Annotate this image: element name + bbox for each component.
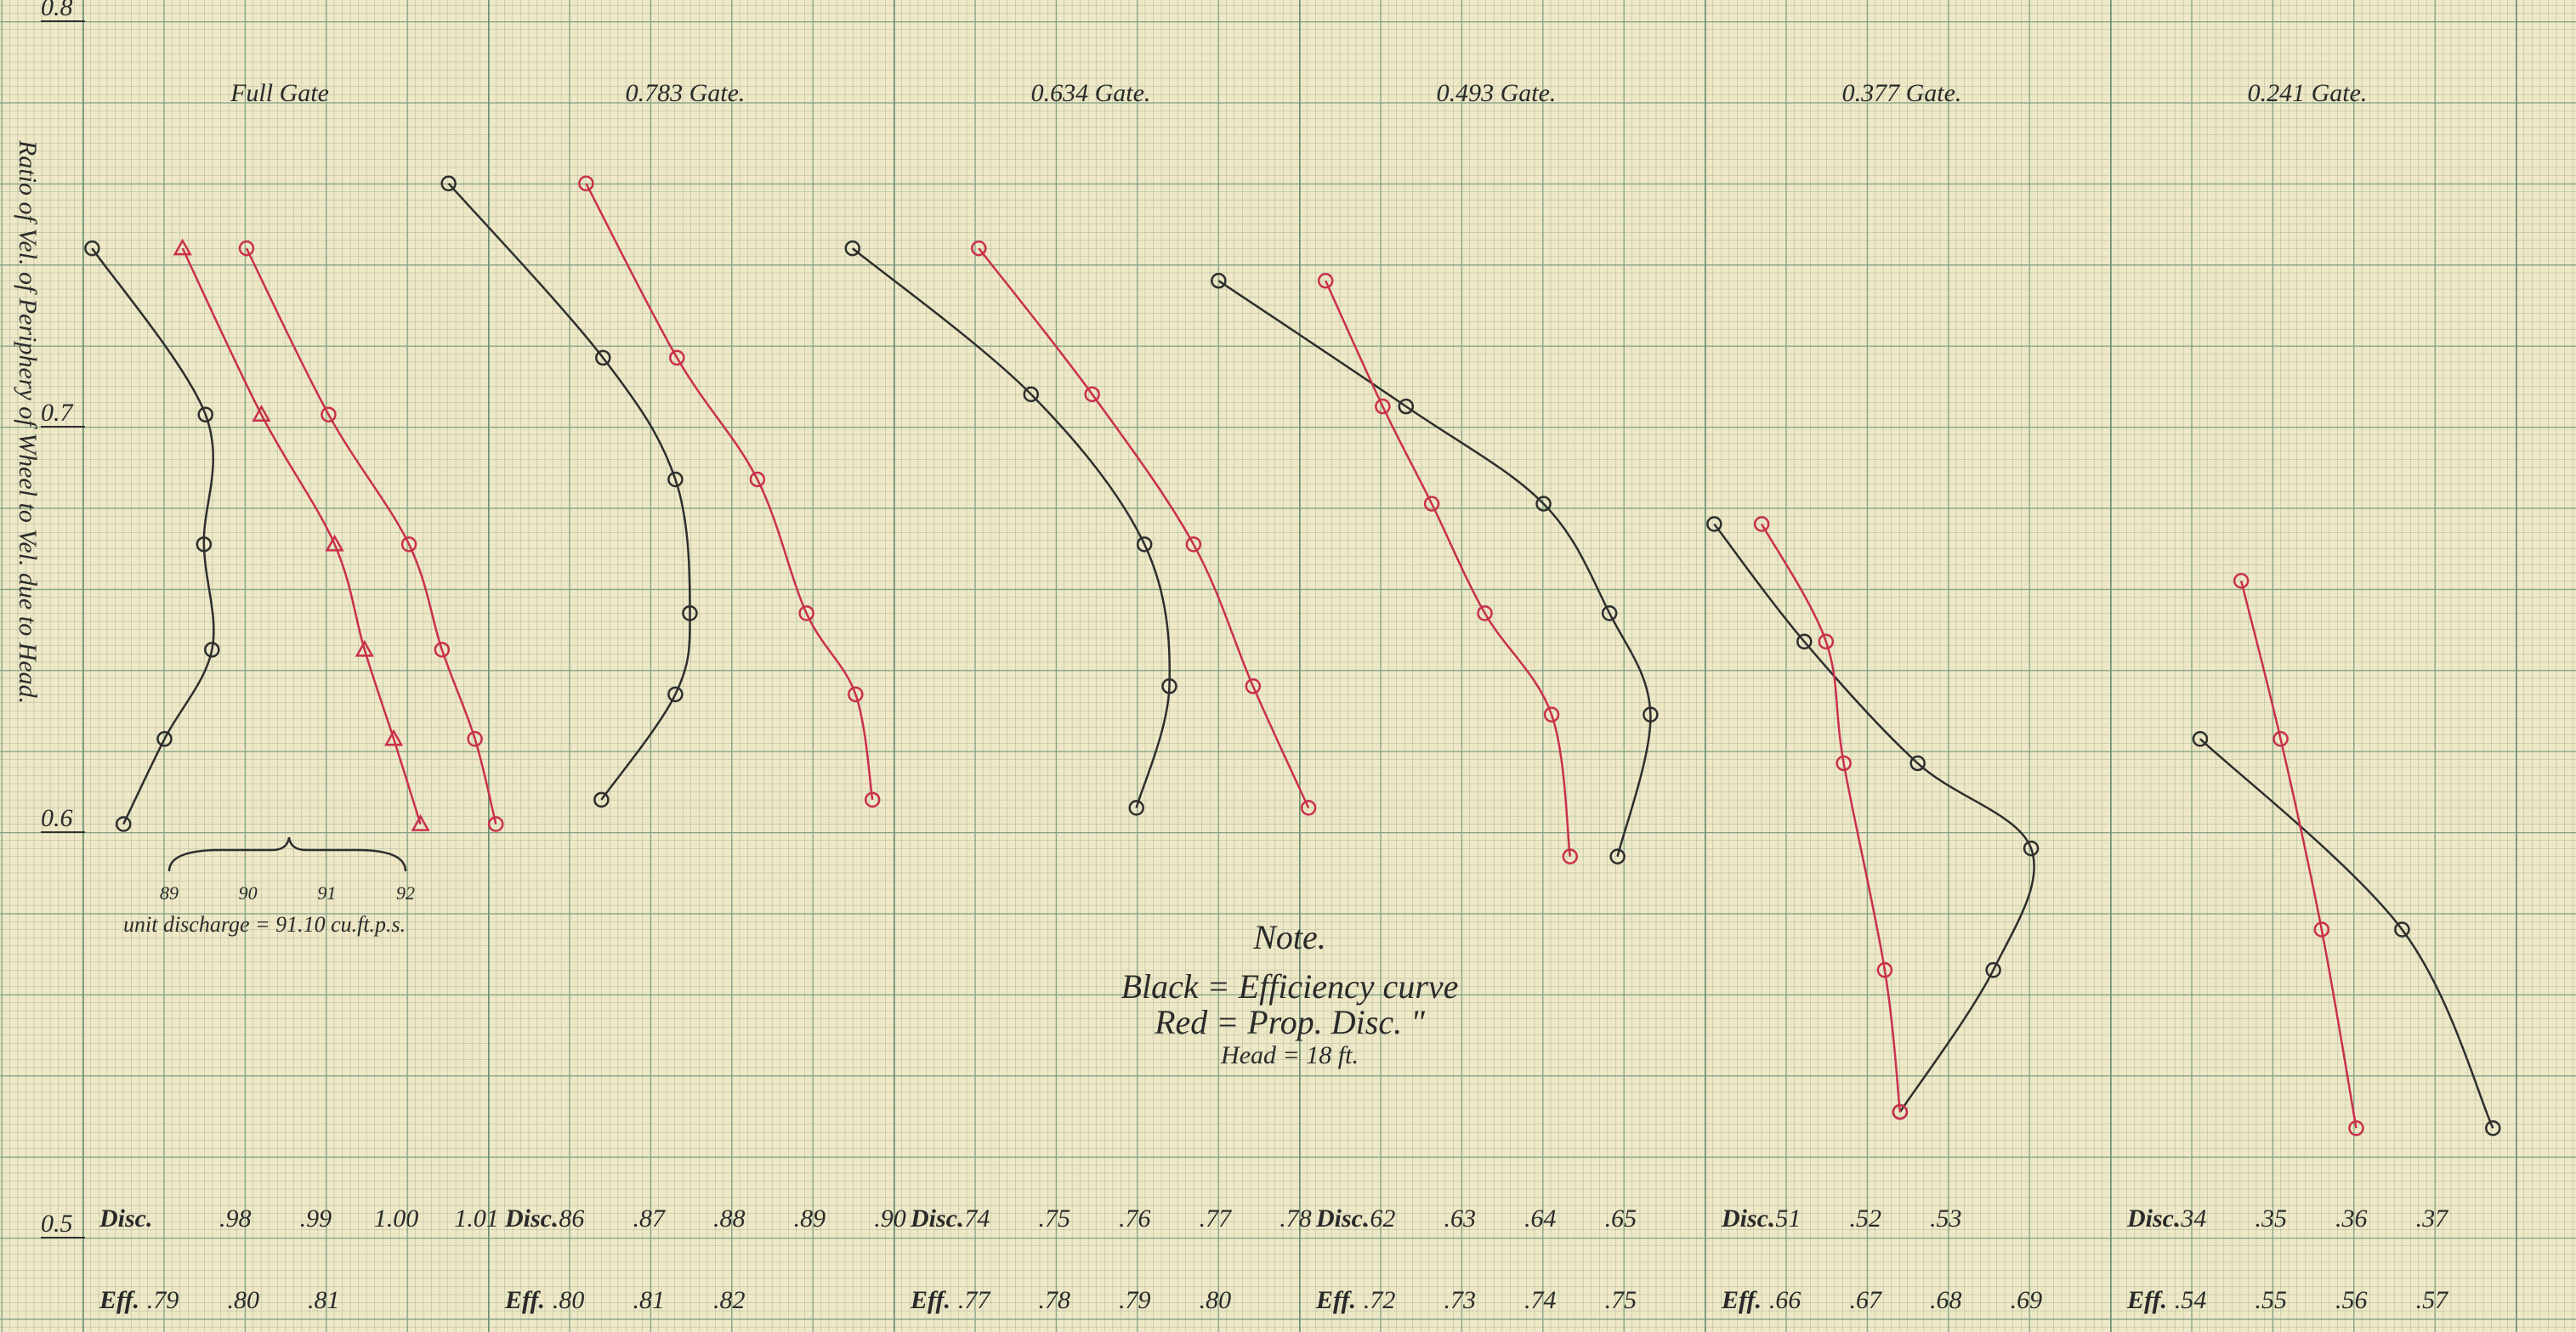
disc-tick-label: .98: [219, 1204, 252, 1233]
note-line: Black = Efficiency curve: [1121, 967, 1459, 1006]
note-line: Red = Prop. Disc. ": [1154, 1003, 1425, 1041]
disc-axis-label: Disc.: [1721, 1204, 1775, 1233]
eff-axis-label: Eff.: [504, 1286, 545, 1314]
eff-axis-label: Eff.: [910, 1286, 950, 1314]
disc-tick-label: .77: [1200, 1204, 1234, 1233]
eff-tick-label: .75: [1605, 1286, 1637, 1314]
panel-dividers: [0, 0, 2576, 1332]
eff-tick-label: .54: [2175, 1286, 2207, 1314]
disc-tick-label: .78: [1279, 1204, 1312, 1233]
disc-tick-label: .63: [1444, 1204, 1476, 1233]
disc-tick-label: .34: [2175, 1204, 2207, 1233]
eff-axis-label: Eff.: [1721, 1286, 1762, 1314]
eff-tick-label: .79: [1119, 1286, 1151, 1314]
disc-tick-label: .52: [1849, 1204, 1881, 1233]
eff-tick-label: .77: [958, 1286, 992, 1314]
eff-tick-label: .57: [2416, 1286, 2450, 1314]
eff-tick-label: .79: [147, 1286, 179, 1314]
disc-tick-label: .87: [633, 1204, 667, 1233]
eff-tick-label: .81: [633, 1286, 665, 1314]
eff-tick-label: .68: [1930, 1286, 1962, 1314]
note-title: Note.: [1252, 918, 1326, 956]
eff-tick-label: .72: [1364, 1286, 1396, 1314]
disc-tick-label: 1.00: [374, 1204, 419, 1233]
disc-tick-label: .88: [713, 1204, 746, 1233]
disc-tick-label: .90: [874, 1204, 906, 1233]
disc-axis-label: Disc.: [1315, 1204, 1370, 1233]
disc-tick-label: .89: [794, 1204, 826, 1233]
discharge-tick-label: 92: [396, 882, 415, 904]
chart: Ratio of Vel. of Periphery of Wheel to V…: [0, 0, 2576, 1332]
disc-tick-label: .64: [1524, 1204, 1557, 1233]
panel-title: 0.377 Gate.: [1842, 79, 1962, 107]
disc-tick-label: .74: [958, 1204, 990, 1233]
eff-tick-label: .67: [1849, 1286, 1883, 1314]
panel-title: 0.493 Gate.: [1437, 79, 1557, 107]
discharge-tick-label: 90: [239, 882, 258, 904]
disc-tick-label: .65: [1605, 1204, 1637, 1233]
discharge-tick-label: 89: [160, 882, 179, 904]
panel-title: 0.634 Gate.: [1031, 79, 1151, 107]
eff-tick-label: .81: [308, 1286, 340, 1314]
disc-tick-label: .51: [1769, 1204, 1801, 1233]
y-axis-label: Ratio of Vel. of Periphery of Wheel to V…: [14, 139, 42, 704]
disc-axis-label: Disc.: [910, 1204, 964, 1233]
page: Ratio of Vel. of Periphery of Wheel to V…: [0, 0, 2576, 1332]
eff-tick-label: .69: [2011, 1286, 2043, 1314]
eff-tick-label: .73: [1444, 1286, 1476, 1314]
disc-tick-label: .53: [1930, 1204, 1962, 1233]
y-tick-label: 0.5: [41, 1210, 73, 1238]
disc-tick-label: .36: [2335, 1204, 2368, 1233]
eff-tick-label: .55: [2255, 1286, 2287, 1314]
eff-tick-label: .74: [1524, 1286, 1557, 1314]
y-tick-label: 0.6: [41, 804, 73, 832]
disc-tick-label: 1.01: [454, 1204, 499, 1233]
discharge-tick-label: 91: [317, 882, 336, 904]
eff-tick-label: .80: [553, 1286, 585, 1314]
disc-tick-label: .86: [553, 1204, 585, 1233]
eff-tick-label: .66: [1769, 1286, 1801, 1314]
eff-tick-label: .82: [713, 1286, 746, 1314]
panel-title: 0.783 Gate.: [626, 79, 746, 107]
disc-tick-label: .37: [2416, 1204, 2450, 1233]
eff-tick-label: .80: [1200, 1286, 1232, 1314]
eff-tick-label: .56: [2335, 1286, 2368, 1314]
eff-axis-label: Eff.: [1315, 1286, 1356, 1314]
disc-tick-label: .35: [2255, 1204, 2287, 1233]
disc-axis-label: Disc.: [99, 1204, 153, 1233]
note-line: Head = 18 ft.: [1220, 1041, 1359, 1069]
panel-title: 0.241 Gate.: [2248, 79, 2368, 107]
eff-axis-label: Eff.: [2126, 1286, 2167, 1314]
disc-tick-label: .62: [1364, 1204, 1396, 1233]
disc-tick-label: .75: [1038, 1204, 1070, 1233]
disc-axis-label: Disc.: [2126, 1204, 2181, 1233]
y-tick-label: 0.7: [41, 399, 75, 427]
panel-title: Full Gate: [230, 79, 329, 107]
eff-axis-label: Eff.: [99, 1286, 139, 1314]
disc-axis-label: Disc.: [504, 1204, 559, 1233]
disc-tick-label: .99: [300, 1204, 332, 1233]
disc-tick-label: .76: [1119, 1204, 1151, 1233]
y-tick-label: 0.8: [41, 0, 73, 21]
eff-tick-label: .78: [1038, 1286, 1070, 1314]
eff-tick-label: .80: [227, 1286, 259, 1314]
discharge-axis-label: unit discharge = 91.10 cu.ft.p.s.: [123, 912, 406, 937]
